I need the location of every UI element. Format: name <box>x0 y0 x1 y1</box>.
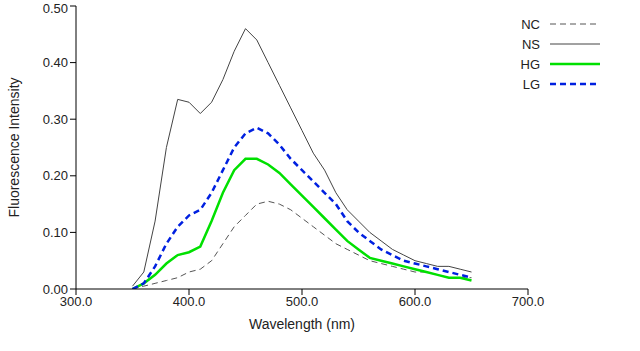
svg-text:500.0: 500.0 <box>286 294 319 309</box>
svg-text:0.40: 0.40 <box>43 55 68 70</box>
html-text:LG: LG <box>522 76 540 92</box>
svg-text:0.00: 0.00 <box>43 282 68 297</box>
html-text:HG: HG <box>520 56 540 72</box>
svg-text:0.20: 0.20 <box>43 168 68 183</box>
svg-text:0.50: 0.50 <box>43 1 68 16</box>
svg-text:400.0: 400.0 <box>173 294 206 309</box>
html-text:NS: NS <box>521 36 540 52</box>
svg-text:0.30: 0.30 <box>43 112 68 127</box>
html-text:NC: NC <box>521 16 540 32</box>
svg-text:300.0: 300.0 <box>59 294 93 310</box>
svg-text:600.0: 600.0 <box>399 294 432 309</box>
svg-text:0.10: 0.10 <box>43 225 68 240</box>
svg-text:Wavelength (nm): Wavelength (nm) <box>249 316 355 332</box>
svg-text:700.0: 700.0 <box>512 294 545 309</box>
svg-text:Fluorescence Intensity: Fluorescence Intensity <box>8 77 22 217</box>
